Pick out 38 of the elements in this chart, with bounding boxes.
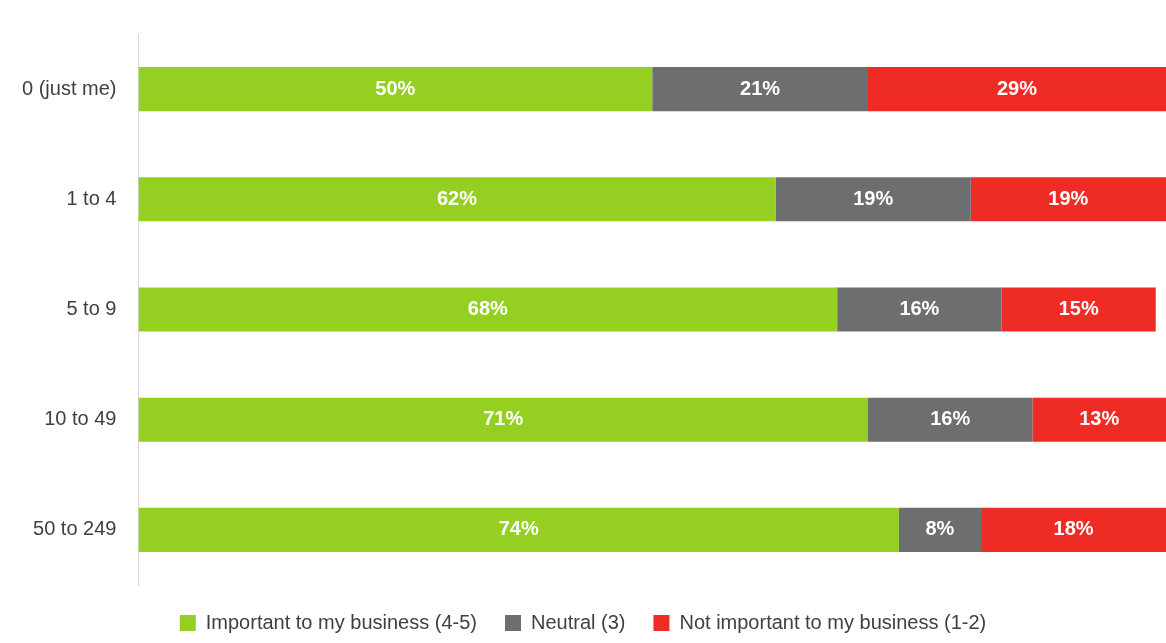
legend-label: Important to my business (4-5): [205, 610, 477, 633]
data-label: 50%: [375, 76, 416, 99]
bar: [868, 67, 1166, 112]
data-label: 19%: [853, 186, 894, 209]
bar: [970, 177, 1166, 222]
bar: [837, 287, 1002, 332]
legend-label: Not important to my business (1-2): [679, 610, 987, 633]
y-tick-label: 0 (just me): [21, 76, 117, 99]
bar: [868, 397, 1033, 442]
legend-label: Neutral (3): [530, 610, 626, 633]
data-label: 15%: [1058, 297, 1099, 320]
data-label: 18%: [1053, 517, 1094, 540]
data-label: 13%: [1079, 407, 1120, 430]
bar: [138, 67, 653, 112]
y-tick-label: 1 to 4: [66, 186, 117, 209]
data-label: 74%: [498, 517, 539, 540]
data-label: 16%: [899, 297, 940, 320]
y-tick-label: 50 to 249: [33, 517, 117, 540]
data-label: 62%: [436, 186, 478, 209]
data-label: 68%: [467, 297, 509, 320]
bar: [138, 397, 869, 442]
bar: [138, 287, 838, 332]
bar: [1001, 287, 1156, 332]
bar: [981, 507, 1166, 552]
data-label: 29%: [996, 76, 1038, 99]
data-label: 19%: [1048, 186, 1089, 209]
data-label: 21%: [740, 76, 781, 99]
data-label: 16%: [930, 407, 971, 430]
bar: [652, 67, 869, 112]
y-tick-label: 10 to 49: [44, 407, 117, 430]
bar: [1032, 397, 1166, 442]
data-label: 8%: [925, 517, 955, 540]
bar: [775, 177, 971, 222]
y-tick-label: 5 to 9: [66, 297, 117, 320]
data-label: 71%: [483, 407, 524, 430]
bar: [138, 177, 776, 222]
bar: [898, 507, 982, 552]
bar: [138, 507, 899, 552]
